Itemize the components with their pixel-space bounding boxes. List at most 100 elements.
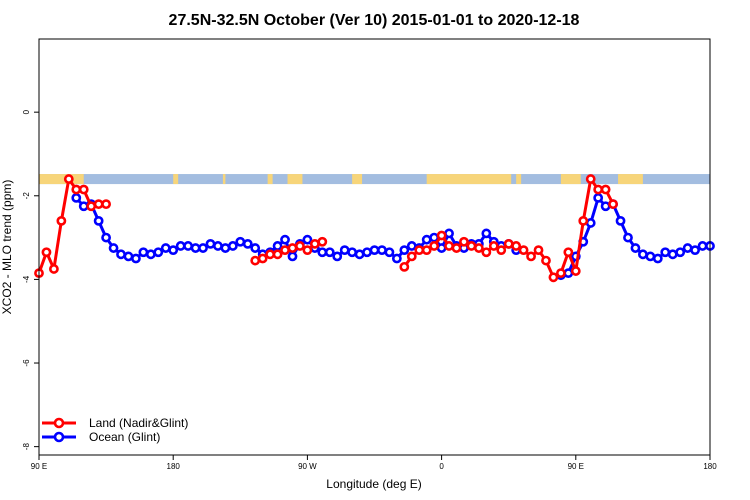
data-point bbox=[682, 243, 693, 253]
legend-marker bbox=[53, 431, 65, 443]
data-point bbox=[190, 243, 201, 253]
data-point bbox=[585, 218, 596, 228]
data-point bbox=[123, 251, 134, 262]
data-point bbox=[690, 245, 700, 256]
data-point bbox=[280, 245, 290, 256]
land-strip-segment bbox=[222, 174, 226, 185]
data-point bbox=[302, 245, 313, 256]
legend-label: Land (Nadir&Glint) bbox=[89, 416, 188, 430]
data-point bbox=[377, 245, 387, 256]
chart-title: 27.5N-32.5N October (Ver 10) 2015-01-01 … bbox=[169, 12, 580, 29]
data-point bbox=[227, 241, 238, 251]
data-point bbox=[101, 199, 111, 210]
data-point bbox=[541, 255, 551, 266]
data-point bbox=[272, 241, 283, 251]
data-point bbox=[384, 247, 395, 258]
plot-frame bbox=[38, 38, 711, 456]
data-point bbox=[451, 243, 462, 253]
data-point bbox=[153, 247, 164, 258]
data-point bbox=[593, 192, 604, 203]
x-tick-label: 90 E bbox=[31, 462, 47, 471]
x-tick-label: 180 bbox=[167, 462, 181, 471]
land-strip-segment bbox=[39, 174, 84, 185]
data-point bbox=[526, 251, 536, 262]
data-point bbox=[488, 241, 499, 251]
data-point bbox=[444, 241, 454, 251]
y-tick-label: -4 bbox=[22, 275, 31, 283]
data-point bbox=[593, 184, 604, 195]
land-strip-segment bbox=[618, 174, 643, 185]
data-point bbox=[213, 241, 223, 251]
data-point bbox=[645, 251, 656, 262]
legend-entry: Land (Nadir&Glint) bbox=[42, 416, 188, 430]
data-point bbox=[242, 238, 253, 249]
data-point bbox=[108, 243, 119, 253]
data-point bbox=[399, 245, 410, 256]
data-point bbox=[533, 245, 544, 256]
data-point bbox=[265, 249, 276, 260]
data-point bbox=[675, 247, 686, 258]
data-point bbox=[49, 264, 59, 274]
data-point bbox=[71, 192, 82, 203]
data-point bbox=[41, 247, 52, 258]
data-point bbox=[496, 245, 507, 256]
data-point bbox=[518, 245, 529, 256]
data-point bbox=[175, 241, 186, 251]
x-tick-label: 180 bbox=[703, 462, 717, 471]
data-point bbox=[93, 199, 104, 210]
data-point bbox=[339, 245, 350, 256]
y-tick-label: -6 bbox=[22, 359, 31, 367]
land-strip-segment bbox=[287, 174, 303, 185]
data-point bbox=[630, 243, 641, 253]
data-point bbox=[295, 241, 305, 251]
y-axis: 0 -2 -4 -6 -8 bbox=[22, 109, 39, 450]
data-point bbox=[362, 247, 372, 258]
data-point bbox=[459, 236, 469, 247]
data-point bbox=[354, 249, 365, 260]
data-point bbox=[466, 241, 477, 251]
ocean-strip bbox=[39, 174, 710, 185]
data-point bbox=[56, 215, 67, 226]
data-point bbox=[608, 199, 618, 210]
data-point bbox=[71, 184, 82, 195]
data-point bbox=[287, 243, 298, 253]
data-point bbox=[131, 253, 141, 264]
data-point bbox=[272, 249, 283, 260]
data-point bbox=[585, 174, 596, 184]
data-point bbox=[302, 234, 313, 245]
land-strip-segment bbox=[560, 174, 581, 185]
data-point bbox=[63, 174, 74, 184]
data-point bbox=[697, 241, 708, 251]
data-point bbox=[406, 251, 417, 262]
land-strip-segment bbox=[426, 174, 512, 185]
x-tick-label: 0 bbox=[439, 462, 444, 471]
data-point bbox=[421, 234, 432, 245]
data-point bbox=[429, 241, 440, 251]
data-point bbox=[421, 245, 432, 256]
data-point bbox=[563, 268, 574, 279]
y-axis-label: XCO2 - MLO trend (ppm) bbox=[0, 180, 14, 315]
y-tick-label: -8 bbox=[22, 443, 31, 451]
data-point bbox=[235, 236, 246, 247]
x-tick-label: 90 E bbox=[568, 462, 584, 471]
data-point bbox=[600, 184, 611, 195]
data-point bbox=[391, 253, 402, 264]
data-point bbox=[436, 230, 447, 241]
data-point bbox=[138, 247, 149, 258]
data-point bbox=[198, 243, 208, 253]
data-point bbox=[160, 243, 171, 253]
series-line bbox=[560, 196, 710, 277]
data-point bbox=[317, 236, 328, 247]
land-strip-segment bbox=[173, 174, 179, 185]
data-point bbox=[399, 261, 410, 272]
data-point bbox=[309, 238, 320, 249]
data-point bbox=[570, 266, 581, 276]
data-point bbox=[578, 215, 589, 226]
data-point bbox=[623, 232, 633, 243]
data-point bbox=[473, 243, 484, 253]
data-point bbox=[220, 243, 231, 253]
data-point bbox=[168, 245, 179, 256]
data-point bbox=[317, 247, 328, 258]
data-point bbox=[145, 249, 156, 260]
